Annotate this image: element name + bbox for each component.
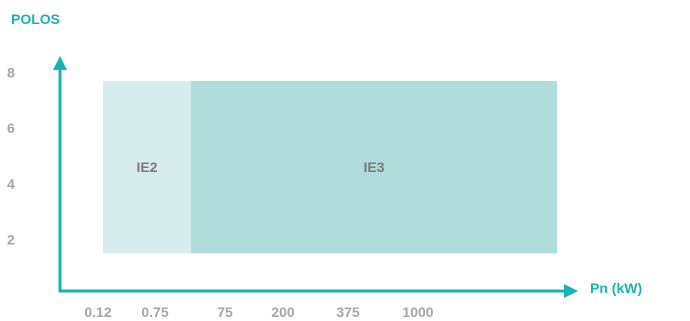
y-axis-title: POLOS — [11, 11, 60, 27]
chart-axes — [53, 56, 578, 298]
y-tick-labels: 2 4 6 8 — [7, 65, 15, 248]
region-ie2 — [103, 80, 191, 254]
x-tick-label: 75 — [217, 304, 233, 320]
y-tick-label: 8 — [7, 65, 15, 81]
x-tick-label: 375 — [336, 304, 360, 320]
x-tick-label: 0.12 — [84, 304, 111, 320]
x-tick-label: 0.75 — [141, 304, 168, 320]
chart-regions — [103, 80, 557, 254]
region-labels: IE2 IE3 — [136, 159, 384, 175]
x-axis-title: Pn (kW) — [590, 280, 642, 296]
x-axis-arrow-icon — [564, 284, 578, 298]
region-label-ie3: IE3 — [363, 159, 384, 175]
y-axis-arrow-icon — [53, 56, 67, 70]
x-tick-label: 1000 — [402, 304, 433, 320]
region-label-ie2: IE2 — [136, 159, 157, 175]
x-tick-label: 200 — [271, 304, 295, 320]
y-tick-label: 6 — [7, 120, 15, 136]
region-ie3 — [191, 80, 557, 254]
x-tick-labels: 0.12 0.75 75 200 375 1000 — [84, 304, 433, 320]
y-tick-label: 4 — [7, 176, 15, 192]
y-tick-label: 2 — [7, 231, 15, 247]
